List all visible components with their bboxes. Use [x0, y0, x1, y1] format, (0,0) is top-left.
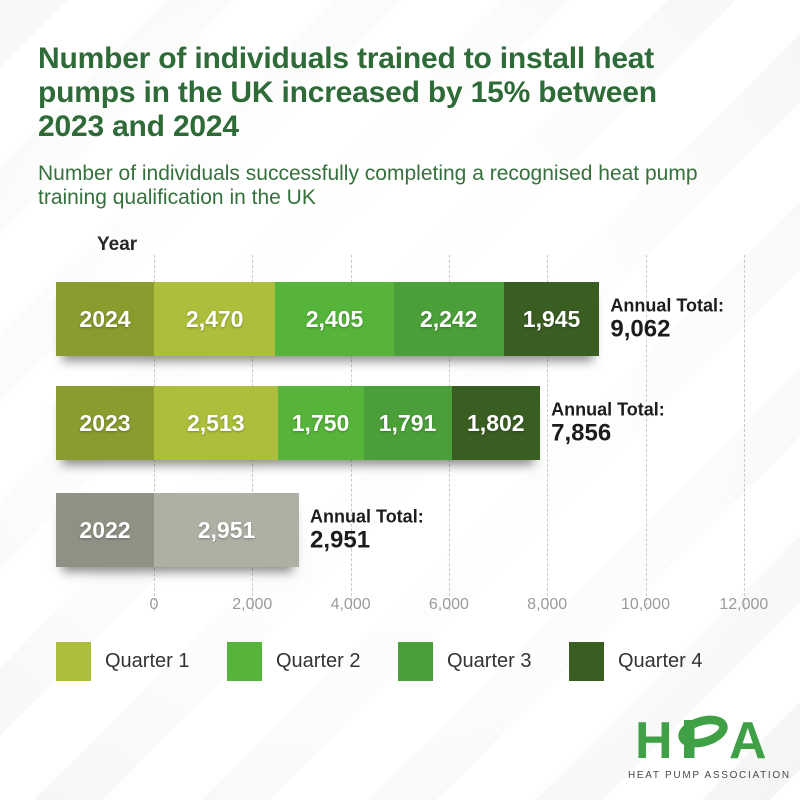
legend-swatch — [56, 642, 91, 681]
bar-segment: 2,951 — [154, 493, 300, 567]
annual-total-value: 7,856 — [551, 419, 612, 447]
legend-swatch — [227, 642, 262, 681]
x-tick-label: 2,000 — [232, 596, 273, 613]
annual-total-value: 2,951 — [310, 526, 371, 554]
bar-segment: 1,791 — [363, 386, 452, 460]
legend-swatch — [569, 642, 604, 681]
bar-segment: 2,405 — [275, 282, 394, 356]
chart-region: Year 0 2,000 4,000 6,000 8,000 10,000 12,000 20… — [0, 230, 800, 650]
legend-label: Quarter 3 — [447, 650, 532, 672]
gridline — [645, 255, 647, 611]
x-tick-label: 4,000 — [330, 596, 371, 613]
annual-total: Annual Total: 9,062 — [610, 295, 724, 342]
logo-letter-a: A — [729, 712, 767, 764]
bar-segment: 2,513 — [154, 386, 278, 460]
bar-segment: 1,945 — [503, 282, 600, 356]
annual-total-label: Annual Total: — [610, 295, 725, 316]
legend-item: Quarter 2 — [227, 642, 398, 681]
page-title: Number of individuals trained to install… — [38, 42, 657, 143]
annual-total-label: Annual Total: — [310, 506, 424, 527]
legend-item: Quarter 3 — [398, 642, 569, 681]
bar-row: 2022 2,951 — [56, 493, 300, 567]
legend-item: Quarter 1 — [56, 642, 227, 681]
legend-swatch — [398, 642, 433, 681]
logo-wordmark: HEAT PUMP ASSOCIATION — [628, 770, 791, 781]
gridline — [743, 255, 745, 611]
hpa-logo: H A HEAT PUMP ASSOCIATION — [628, 710, 791, 781]
bar-segment: 2,470 — [154, 282, 276, 356]
chart-legend: Quarter 1 Quarter 2 Quarter 3 Quarter 4 — [56, 642, 702, 681]
page-subtitle: Number of individuals successfully compl… — [38, 162, 698, 209]
bar-row: 2024 2,470 2,405 2,242 1,945 — [56, 282, 600, 356]
year-label-block: 2022 — [56, 493, 154, 567]
x-tick-label: 8,000 — [527, 596, 568, 613]
hpa-logo-mark: H A — [635, 712, 767, 770]
logo-letter-h: H — [637, 712, 673, 764]
bar-segment: 2,242 — [393, 282, 504, 356]
x-tick-label: 6,000 — [428, 596, 469, 613]
legend-label: Quarter 2 — [276, 650, 361, 672]
year-axis-label: Year — [97, 234, 138, 255]
legend-label: Quarter 1 — [105, 650, 190, 672]
x-tick-label: 0 — [149, 596, 159, 613]
legend-label: Quarter 4 — [618, 650, 703, 672]
x-tick-label: 10,000 — [621, 596, 670, 613]
annual-total-value: 9,062 — [610, 315, 671, 343]
year-label-block: 2023 — [56, 386, 154, 460]
bar-row: 2023 2,513 1,750 1,791 1,802 — [56, 386, 541, 460]
annual-total-label: Annual Total: — [551, 399, 665, 420]
annual-total: Annual Total: 7,856 — [551, 399, 665, 446]
year-label-block: 2024 — [56, 282, 154, 356]
legend-item: Quarter 4 — [569, 642, 702, 681]
gridline — [547, 255, 549, 611]
logo-letter-p-swoosh — [678, 715, 728, 758]
annual-total: Annual Total: 2,951 — [310, 506, 424, 553]
bar-segment: 1,802 — [451, 386, 541, 460]
x-tick-label: 12,000 — [719, 596, 769, 613]
bar-segment: 1,750 — [277, 386, 364, 460]
